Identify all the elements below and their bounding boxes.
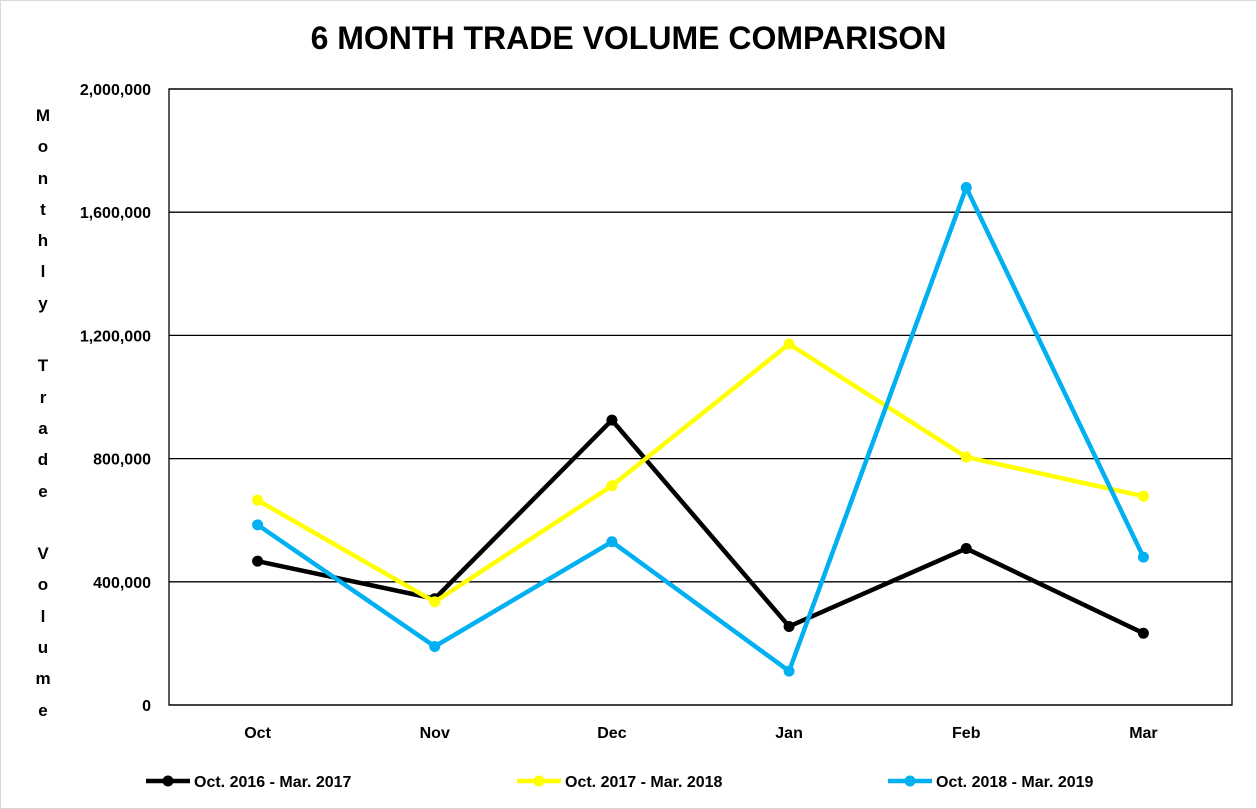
y-axis-label-letter: h	[37, 231, 49, 251]
data-point	[252, 555, 264, 567]
legend-label: Oct. 2018 - Mar. 2019	[936, 774, 1094, 791]
y-tick-label: 1,200,000	[80, 328, 151, 345]
data-point	[960, 543, 972, 555]
y-axis-label-letter: M	[35, 106, 51, 125]
y-axis-label-letter: r	[39, 387, 47, 407]
data-point	[429, 640, 441, 652]
y-axis-label-letter: o	[37, 575, 49, 595]
y-tick-label: 400,000	[93, 575, 151, 592]
y-tick-label: 1,600,000	[80, 205, 151, 222]
y-axis-label-letter: t	[40, 199, 46, 219]
y-tick-label: 2,000,000	[80, 82, 151, 99]
data-point	[252, 494, 264, 506]
y-axis-label-letter: n	[37, 168, 49, 188]
y-axis-label-letter: y	[38, 293, 48, 313]
series-line	[256, 341, 1144, 605]
legend-label: Oct. 2017 - Mar. 2018	[565, 774, 723, 791]
data-point	[960, 182, 972, 194]
series-line	[257, 417, 1145, 636]
y-axis-label-letter: d	[37, 450, 49, 470]
data-point	[1137, 490, 1149, 502]
data-point	[783, 620, 795, 632]
data-point	[783, 338, 795, 350]
data-point	[606, 480, 618, 492]
x-tick-label: Mar	[1129, 725, 1157, 742]
x-tick-label: Feb	[952, 725, 981, 742]
y-axis-label-letter: e	[38, 481, 48, 501]
x-tick-label: Nov	[420, 725, 450, 742]
y-axis-label-letter: l	[40, 606, 46, 626]
y-axis-label-letter: l	[40, 262, 46, 282]
legend-swatch-marker	[162, 775, 174, 787]
y-axis-label-letter: e	[38, 700, 48, 720]
data-point	[1137, 627, 1149, 639]
data-point	[783, 665, 795, 677]
chart-title: 6 MONTH TRADE VOLUME COMPARISON	[310, 20, 947, 56]
y-axis-label-letter: o	[37, 137, 49, 157]
data-point	[1137, 551, 1149, 563]
data-point	[960, 451, 972, 463]
x-tick-label: Jan	[775, 725, 803, 742]
series-line	[256, 185, 1146, 674]
y-axis-label-letter: T	[37, 356, 49, 376]
data-point	[252, 519, 264, 531]
plot-area-border	[168, 88, 1233, 706]
y-axis-label-letter: a	[38, 418, 48, 438]
legend-swatch-marker	[533, 775, 545, 787]
y-tick-label: 800,000	[93, 452, 151, 469]
x-tick-label: Oct	[244, 725, 271, 742]
y-axis-label-letter: V	[37, 544, 49, 564]
x-tick-label: Dec	[597, 725, 626, 742]
y-axis-label-letter: m	[35, 669, 51, 689]
data-point	[606, 414, 618, 426]
data-point	[606, 536, 618, 548]
y-axis-label-letter: u	[37, 638, 49, 658]
y-tick-label: 0	[142, 698, 151, 715]
legend-swatch-marker	[904, 775, 916, 787]
data-point	[429, 596, 441, 608]
legend-label: Oct. 2016 - Mar. 2017	[194, 774, 352, 791]
